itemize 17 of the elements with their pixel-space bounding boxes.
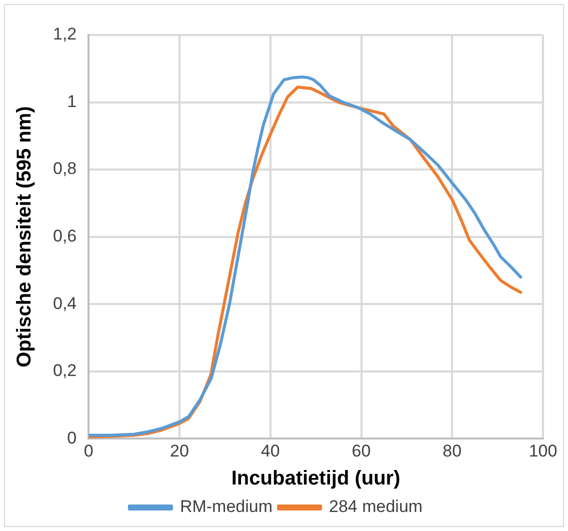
y-tick-label: 0	[67, 428, 77, 448]
y-tick-label: 0,6	[52, 226, 77, 246]
x-tick-label: 100	[528, 441, 558, 460]
x-tick-label: 40	[260, 441, 280, 460]
x-tick-label: 0	[84, 441, 94, 460]
x-tick-label: 80	[442, 441, 462, 460]
y-axis-title: Optische densiteit (595 nm)	[14, 106, 36, 368]
y-tick-label: 0,8	[52, 159, 77, 178]
y-tick-label: 0,2	[52, 361, 77, 380]
x-axis-title: Incubatietijd (uur)	[231, 468, 400, 490]
legend-label: RM-medium	[180, 497, 273, 516]
x-tick-label: 20	[170, 441, 189, 460]
y-tick-label: 1,2	[52, 24, 77, 44]
y-tick-label: 1	[67, 92, 77, 111]
x-tick-label: 60	[352, 441, 371, 460]
legend-label: 284 medium	[329, 497, 423, 516]
y-tick-label: 0,4	[52, 294, 77, 313]
